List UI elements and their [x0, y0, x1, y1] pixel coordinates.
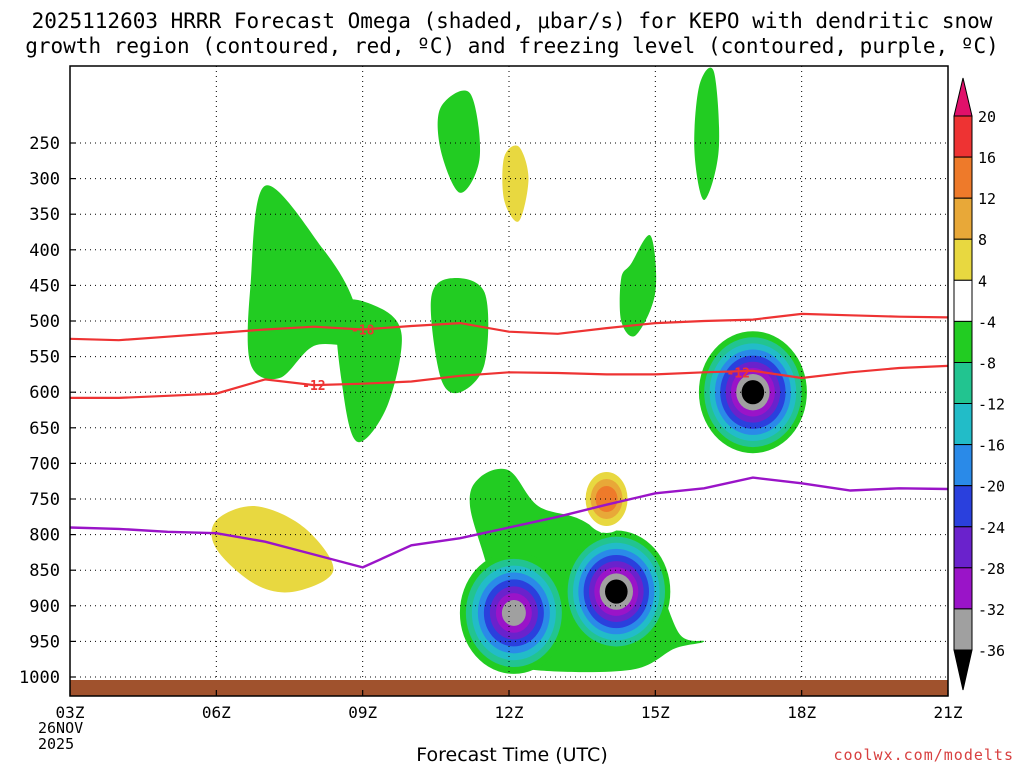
colorbar: 20 16 12 8 4 -4 -8 -12 -16 -20 -24 -28 -32 -36 — [953, 77, 1005, 691]
omega-region — [694, 67, 720, 201]
omega-region — [502, 145, 529, 222]
colorbar-swatch — [953, 279, 973, 322]
x-tick-label: 21Z — [934, 703, 963, 722]
y-tick-label: 250 — [29, 134, 60, 154]
dgz-contour-label: -12 — [302, 379, 325, 394]
dgz-contour-label: -12 — [727, 366, 750, 381]
y-tick-label: 550 — [29, 348, 60, 368]
colorbar-label: 16 — [978, 149, 996, 167]
omega-core-ring — [501, 600, 526, 626]
y-tick-label: 800 — [29, 526, 60, 546]
x-axis-label: Forecast Time (UTC) — [416, 744, 608, 766]
colorbar-label: -4 — [978, 313, 996, 331]
chart-title-line-1: 2025112603 HRRR Forecast Omega (shaded, … — [31, 9, 993, 33]
omega-region — [247, 185, 361, 380]
x-tick-label: 12Z — [495, 703, 524, 722]
colorbar-label: 12 — [978, 190, 996, 208]
omega-region — [547, 209, 573, 358]
colorbar-label: -20 — [978, 478, 1005, 496]
colorbar-swatch — [953, 115, 973, 158]
omega-core-ring — [605, 579, 628, 604]
y-tick-label: 400 — [29, 241, 60, 261]
freezing-level-line — [70, 476, 948, 569]
colorbar-label: -8 — [978, 354, 996, 372]
omega-region — [850, 277, 886, 341]
colorbar-swatch — [953, 320, 973, 363]
x-tick-label: 15Z — [641, 703, 670, 722]
colorbar-label: -32 — [978, 601, 1005, 619]
omega-region — [645, 135, 677, 253]
omega-core-ring — [741, 380, 765, 405]
omega-region — [430, 277, 489, 394]
y-tick-label: 1000 — [19, 668, 60, 688]
y-tick-label: 300 — [29, 170, 60, 190]
y-axis: 250 300 350 400 450 500 550 600 650 700 750 800 850 9… — [19, 134, 76, 688]
colorbar-swatch — [953, 485, 973, 528]
y-tick-label: 350 — [29, 205, 60, 225]
colorbar-swatch — [953, 362, 973, 405]
y-tick-label: 500 — [29, 312, 60, 332]
omega-core-ring — [595, 486, 618, 512]
omega-region — [211, 505, 334, 593]
y-tick-label: 450 — [29, 276, 60, 296]
start-date-day: 26NOV — [38, 719, 84, 737]
colorbar-swatch — [953, 444, 973, 487]
dgz-contour-line — [70, 364, 948, 399]
x-tick-label: 09Z — [348, 703, 377, 722]
colorbar-swatch — [953, 608, 973, 651]
x-tick-label: 03Z — [56, 703, 85, 722]
x-axis: 03Z 06Z 09Z 12Z 15Z 18Z 21Z — [56, 690, 963, 722]
omega-region — [336, 299, 402, 443]
colorbar-label: 20 — [978, 108, 996, 126]
credit-link[interactable]: coolwx.com/modelts — [833, 746, 1014, 764]
gridlines — [70, 66, 948, 696]
colorbar-label: 4 — [978, 272, 987, 290]
ground-strip — [70, 680, 948, 696]
colorbar-label: -36 — [978, 642, 1005, 660]
dgz-contour-line — [70, 312, 948, 342]
colorbar-bottom-arrow — [953, 649, 973, 691]
colorbar-label: -12 — [978, 396, 1005, 414]
dgz-contour-label: -18 — [351, 324, 375, 339]
start-date-label: 26NOV 2025 — [38, 720, 83, 752]
y-tick-label: 650 — [29, 419, 60, 439]
colorbar-swatch — [953, 156, 973, 199]
colorbar-label: -28 — [978, 560, 1005, 578]
y-tick-label: 900 — [29, 597, 60, 617]
colorbar-swatch — [953, 526, 973, 569]
colorbar-swatch — [953, 403, 973, 446]
colorbar-swatch — [953, 567, 973, 610]
x-tick-label: 18Z — [787, 703, 816, 722]
omega-region — [437, 90, 481, 193]
colorbar-swatch — [953, 238, 973, 281]
colorbar-label: -16 — [978, 437, 1005, 455]
omega-region — [737, 326, 948, 658]
colorbar-label: 8 — [978, 231, 987, 249]
x-tick-label: 06Z — [202, 703, 231, 722]
chart-title-line-2: growth region (contoured, red, ºC) and f… — [25, 34, 999, 58]
y-tick-label: 850 — [29, 561, 60, 581]
colorbar-label: -24 — [978, 519, 1005, 537]
temperature-contours: -18 -12 -12 — [70, 312, 948, 569]
start-date-year: 2025 — [38, 735, 75, 753]
y-tick-label: 950 — [29, 632, 60, 652]
y-tick-label: 700 — [29, 454, 60, 474]
y-tick-label: 600 — [29, 383, 60, 403]
colorbar-top-arrow — [953, 77, 973, 117]
y-tick-label: 750 — [29, 490, 60, 510]
omega-region — [619, 235, 657, 337]
colorbar-swatch — [953, 197, 973, 240]
